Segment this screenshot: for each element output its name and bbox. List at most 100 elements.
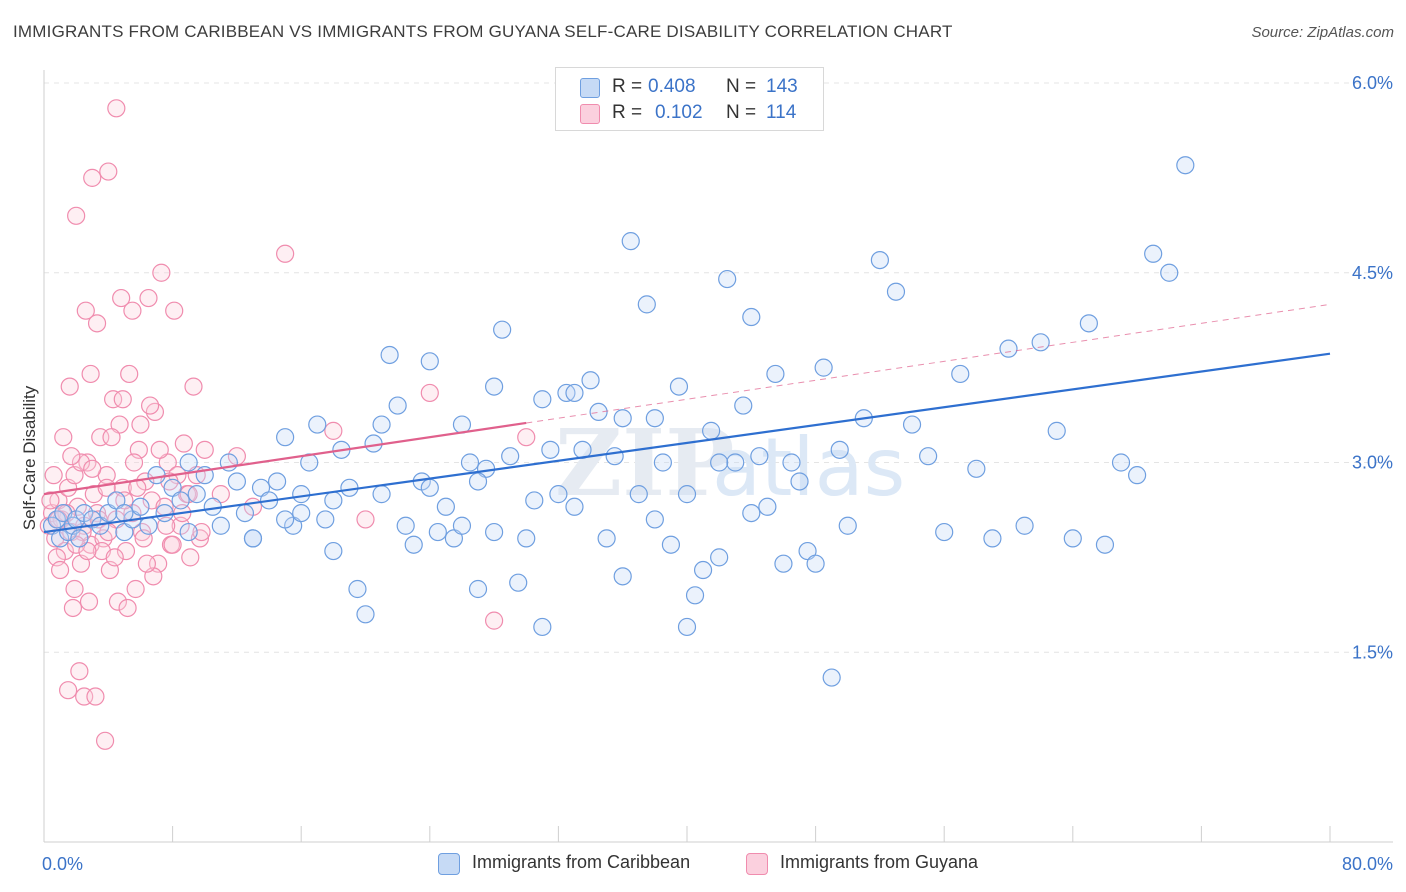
caribbean-point-16 — [139, 516, 158, 535]
caribbean-point-83 — [677, 485, 697, 504]
guyana-point-95 — [131, 415, 150, 434]
guyana-point-42 — [174, 434, 193, 453]
guyana-point-48 — [195, 440, 214, 459]
caribbean-point-109 — [935, 522, 954, 542]
caribbean-point-72 — [589, 402, 608, 421]
caribbean-point-127 — [613, 567, 632, 586]
caribbean-point-82 — [669, 377, 689, 396]
caribbean-point-69 — [565, 383, 584, 403]
legend-r-value: 0.408 — [648, 76, 696, 97]
caribbean-point-142 — [485, 522, 504, 542]
source-credit: Source: ZipAtlas.com — [1251, 24, 1394, 41]
legend-n-value: 114 — [766, 102, 797, 123]
guyana-point-24 — [116, 541, 136, 561]
caribbean-point-43 — [356, 605, 375, 624]
guyana-point-67 — [54, 428, 73, 447]
guyana-point-94 — [105, 548, 124, 567]
caribbean-point-55 — [452, 516, 472, 535]
caribbean-point-95 — [774, 554, 793, 573]
caribbean-point-17 — [147, 466, 166, 485]
guyana-point-62 — [87, 314, 107, 333]
caribbean-point-37 — [308, 415, 327, 434]
legend-n-label: N = — [726, 76, 757, 97]
caribbean-point-125 — [372, 415, 391, 434]
legend-n-label: N = — [726, 102, 757, 123]
caribbean-point-89 — [726, 453, 745, 472]
guyana-point-53 — [59, 681, 78, 700]
guyana-point-45 — [184, 377, 203, 396]
caribbean-point-57 — [468, 579, 488, 599]
y-axis-label: Self-Care Disability — [20, 385, 39, 530]
guyana-point-20 — [104, 390, 123, 409]
caribbean-point-52 — [428, 522, 447, 542]
guyana-point-110 — [140, 396, 160, 415]
guyana-points — [39, 99, 536, 750]
guyana-point-59 — [79, 592, 99, 611]
guyana-point-55 — [86, 687, 105, 706]
caribbean-point-76 — [621, 232, 640, 251]
caribbean-point-122 — [1144, 244, 1163, 263]
caribbean-point-132 — [420, 478, 439, 497]
caribbean-point-73 — [597, 529, 616, 548]
caribbean-point-101 — [822, 668, 841, 687]
caribbean-point-39 — [324, 541, 343, 561]
caribbean-point-45 — [372, 485, 391, 504]
caribbean-point-66 — [541, 440, 560, 459]
caribbean-point-108 — [919, 447, 938, 466]
caribbean-point-7 — [70, 529, 89, 548]
guyana-point-58 — [63, 598, 83, 618]
caribbean-point-123 — [1160, 263, 1179, 282]
watermark-atlas: atlas — [712, 421, 905, 514]
guyana-point-103 — [137, 554, 156, 573]
caribbean-point-63 — [517, 529, 536, 548]
caribbean-point-51 — [420, 352, 439, 371]
caribbean-point-53 — [436, 497, 455, 516]
x-tick-label-min: 0.0% — [42, 854, 83, 874]
guyana-point-47 — [190, 529, 210, 548]
guyana-point-80 — [485, 611, 504, 630]
guyana-swatch — [580, 104, 600, 124]
guyana-point-69 — [71, 453, 91, 472]
correlation-legend: R = 0.408 N = 143 R = 0.102 N = 114 — [555, 67, 824, 131]
guyana-point-39 — [165, 301, 184, 320]
caribbean-point-121 — [1127, 466, 1147, 485]
caribbean-point-118 — [1079, 314, 1098, 333]
caribbean-swatch — [580, 78, 600, 98]
caribbean-point-96 — [782, 453, 801, 472]
guyana-point-64 — [112, 288, 131, 308]
caribbean-point-110 — [951, 364, 970, 384]
guyana-point-79 — [420, 383, 439, 403]
caribbean-point-137 — [276, 510, 295, 529]
caribbean-point-67 — [549, 485, 568, 504]
caribbean-point-85 — [693, 560, 713, 580]
caribbean-point-119 — [1095, 535, 1115, 554]
guyana-point-68 — [60, 377, 79, 396]
caribbean-point-87 — [710, 548, 729, 567]
caribbean-points — [42, 156, 1195, 687]
caribbean-point-64 — [525, 491, 544, 510]
caribbean-point-61 — [501, 447, 520, 466]
guyana-point-71 — [102, 428, 121, 447]
guyana-point-70 — [81, 364, 100, 384]
caribbean-point-15 — [131, 497, 150, 516]
caribbean-point-131 — [677, 617, 697, 637]
caribbean-point-124 — [1176, 156, 1195, 175]
guyana-point-78 — [356, 510, 375, 529]
guyana-point-109 — [124, 453, 144, 472]
y-tick-label-3: 6.0% — [1352, 73, 1393, 93]
caribbean-point-88 — [718, 269, 737, 289]
caribbean-point-28 — [235, 503, 255, 523]
caribbean-point-133 — [533, 390, 552, 409]
caribbean-point-42 — [348, 579, 367, 599]
caribbean-point-74 — [605, 447, 624, 466]
caribbean-point-59 — [485, 377, 504, 396]
guyana-point-98 — [41, 491, 60, 510]
caribbean-point-106 — [886, 282, 906, 301]
caribbean-point-116 — [1047, 421, 1066, 440]
caribbean-legend-swatch — [438, 853, 460, 875]
guyana-legend-label: Immigrants from Guyana — [780, 852, 979, 872]
caribbean-point-111 — [967, 459, 986, 478]
caribbean-point-47 — [388, 396, 407, 415]
caribbean-point-77 — [629, 485, 648, 504]
caribbean-point-27 — [227, 472, 246, 491]
